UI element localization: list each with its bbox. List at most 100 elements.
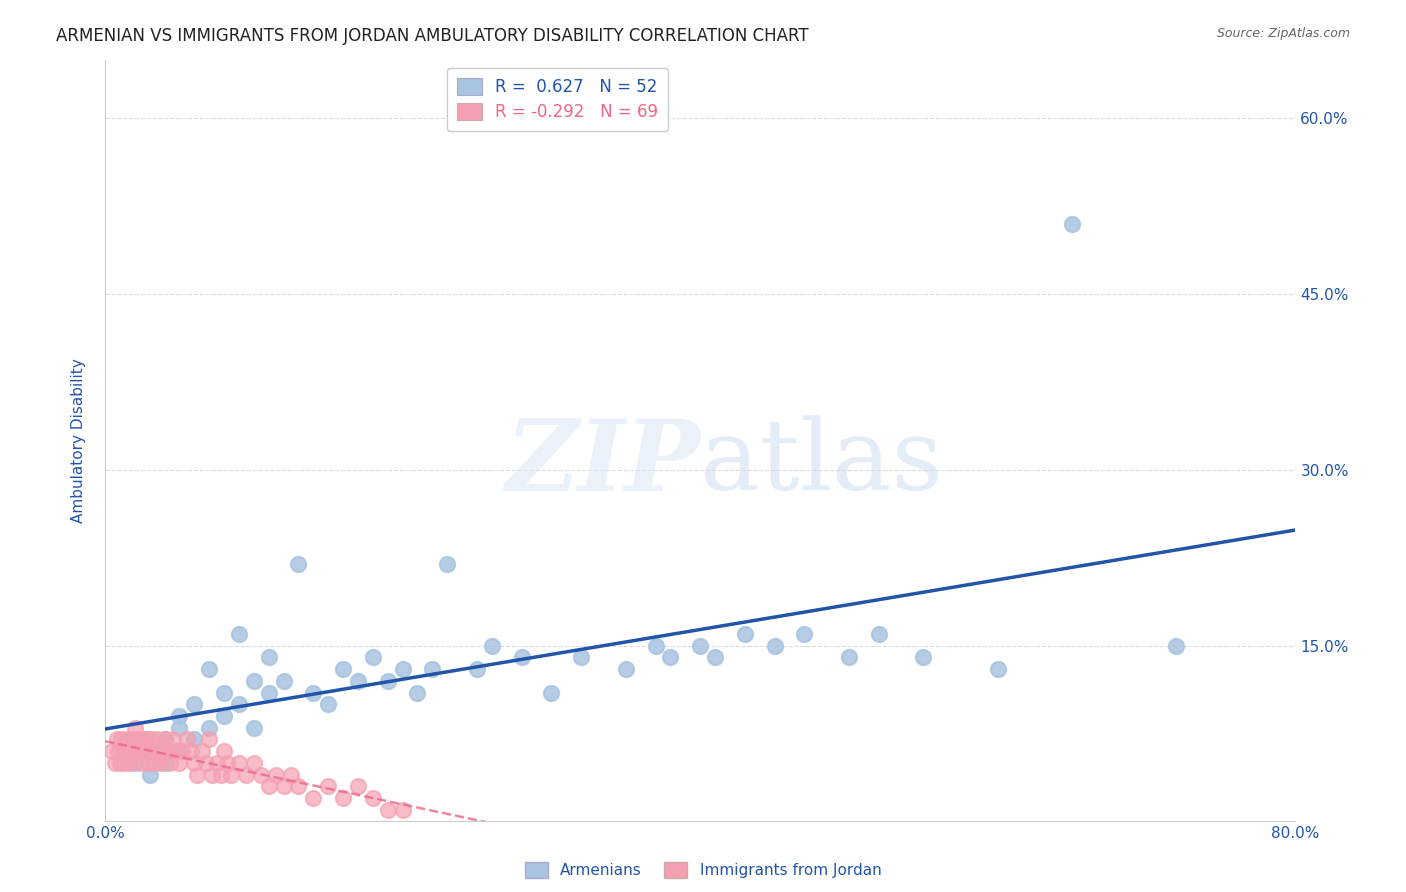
Point [212, 744, 235, 758]
Point [138, 744, 160, 758]
Point [101, 744, 124, 758]
Point [108, 756, 131, 770]
Point [135, 732, 157, 747]
Point [156, 744, 179, 758]
Point [347, 673, 370, 688]
Point [169, 744, 191, 758]
Point [153, 732, 176, 747]
Point [132, 732, 155, 747]
Point [153, 756, 176, 770]
Point [139, 732, 162, 747]
Text: ZIP: ZIP [505, 415, 700, 512]
Point [614, 662, 637, 676]
Point [183, 756, 205, 770]
Point [122, 744, 145, 758]
Point [120, 756, 142, 770]
Point [704, 650, 727, 665]
Point [112, 756, 135, 770]
Text: atlas: atlas [700, 416, 943, 511]
Point [153, 732, 176, 747]
Point [209, 767, 232, 781]
Point [146, 732, 169, 747]
Point [257, 779, 280, 793]
Point [212, 685, 235, 699]
Point [422, 662, 444, 676]
Point [868, 627, 890, 641]
Point [228, 627, 250, 641]
Point [302, 791, 325, 805]
Point [165, 744, 187, 758]
Point [159, 756, 181, 770]
Point [361, 791, 384, 805]
Point [243, 721, 266, 735]
Point [138, 744, 160, 758]
Point [347, 779, 370, 793]
Point [250, 767, 273, 781]
Point [131, 744, 153, 758]
Y-axis label: Ambulatory Disability: Ambulatory Disability [72, 359, 86, 523]
Point [153, 744, 176, 758]
Point [111, 744, 134, 758]
Point [316, 698, 339, 712]
Point [987, 662, 1010, 676]
Point [198, 662, 221, 676]
Point [912, 650, 935, 665]
Point [186, 767, 208, 781]
Legend: Armenians, Immigrants from Jordan: Armenians, Immigrants from Jordan [519, 856, 887, 884]
Point [569, 650, 592, 665]
Point [105, 732, 128, 747]
Point [763, 639, 786, 653]
Point [243, 756, 266, 770]
Point [377, 803, 399, 817]
Point [149, 756, 172, 770]
Point [257, 685, 280, 699]
Point [190, 744, 212, 758]
Point [107, 744, 129, 758]
Text: ARMENIAN VS IMMIGRANTS FROM JORDAN AMBULATORY DISABILITY CORRELATION CHART: ARMENIAN VS IMMIGRANTS FROM JORDAN AMBUL… [56, 27, 808, 45]
Point [125, 732, 148, 747]
Point [176, 732, 198, 747]
Point [114, 744, 136, 758]
Point [183, 732, 205, 747]
Point [118, 744, 141, 758]
Point [172, 744, 194, 758]
Point [510, 650, 533, 665]
Point [391, 803, 413, 817]
Point [198, 721, 221, 735]
Point [136, 756, 159, 770]
Point [169, 756, 191, 770]
Point [287, 557, 309, 571]
Point [332, 791, 354, 805]
Point [235, 767, 257, 781]
Point [332, 662, 354, 676]
Point [128, 732, 150, 747]
Point [228, 756, 250, 770]
Point [481, 639, 503, 653]
Point [180, 744, 202, 758]
Point [540, 685, 562, 699]
Point [148, 744, 170, 758]
Point [273, 779, 295, 793]
Legend: R =  0.627   N = 52, R = -0.292   N = 69: R = 0.627 N = 52, R = -0.292 N = 69 [447, 68, 668, 131]
Point [129, 756, 152, 770]
Text: Source: ZipAtlas.com: Source: ZipAtlas.com [1216, 27, 1350, 40]
Point [644, 639, 666, 653]
Point [391, 662, 413, 676]
Point [183, 698, 205, 712]
Point [169, 721, 191, 735]
Point [838, 650, 860, 665]
Point [104, 756, 127, 770]
Point [689, 639, 711, 653]
Point [169, 709, 191, 723]
Point [257, 650, 280, 665]
Point [287, 779, 309, 793]
Point [195, 756, 218, 770]
Point [124, 756, 146, 770]
Point [465, 662, 488, 676]
Point [117, 732, 139, 747]
Point [316, 779, 339, 793]
Point [138, 767, 160, 781]
Point [659, 650, 682, 665]
Point [302, 685, 325, 699]
Point [377, 673, 399, 688]
